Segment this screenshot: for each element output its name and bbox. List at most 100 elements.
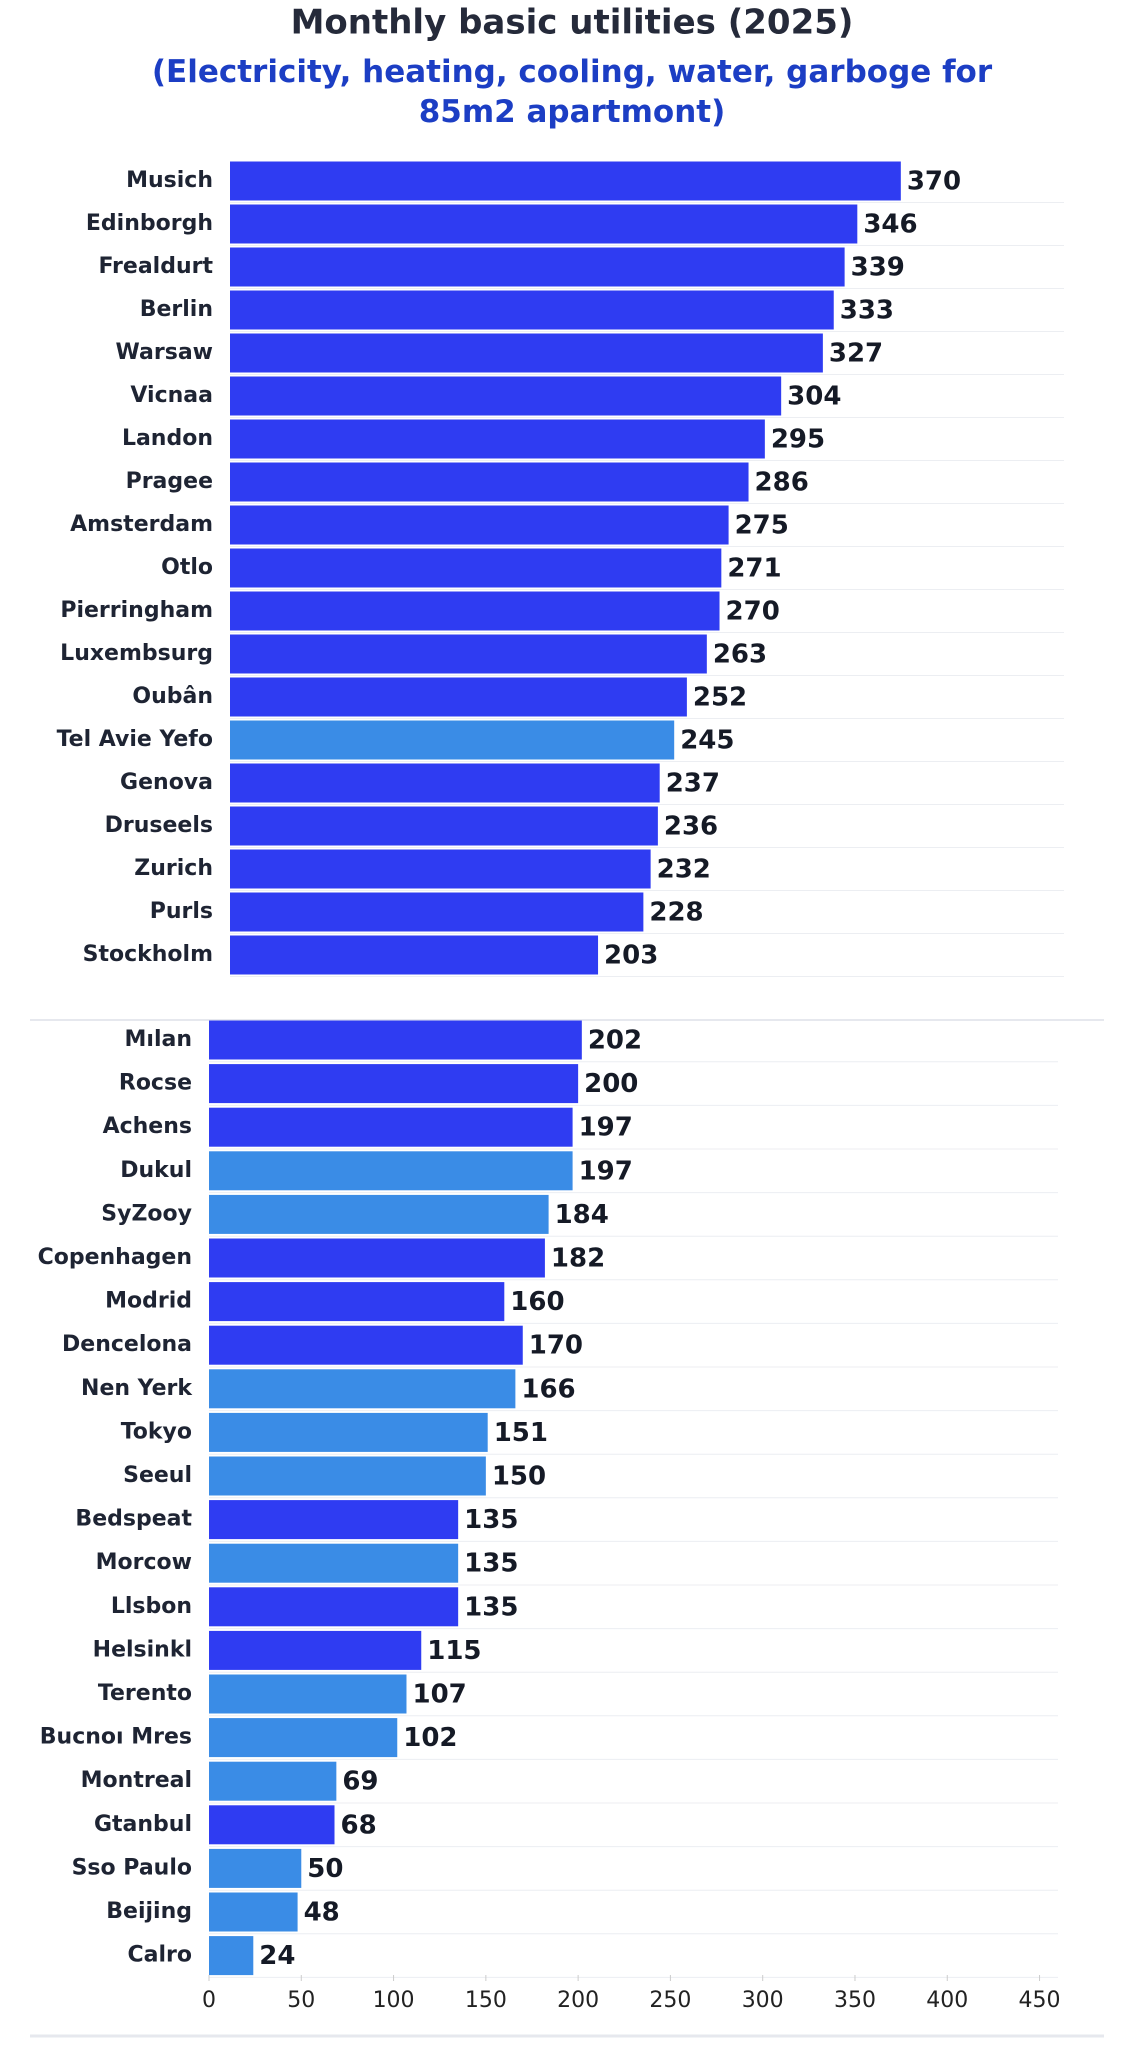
value-label: 135: [464, 1505, 518, 1535]
category-label: Beijing: [106, 1899, 192, 1924]
category-label: Gtanbul: [94, 1812, 192, 1837]
category-label: Montreal: [81, 1768, 192, 1793]
bar: [209, 1500, 459, 1540]
value-label: 270: [726, 597, 780, 627]
category-label: Copenhagen: [38, 1245, 192, 1270]
value-label: 115: [427, 1636, 481, 1666]
value-label: 346: [863, 210, 917, 240]
category-label: Achens: [103, 1114, 192, 1139]
x-tick-label: 250: [649, 1988, 691, 2013]
category-label: Oubân: [132, 684, 213, 709]
value-label: 237: [666, 769, 720, 799]
bar: [230, 419, 765, 459]
category-label: Luxembsurg: [60, 641, 213, 666]
bar: [209, 1848, 302, 1888]
category-label: Otlo: [161, 555, 213, 580]
bar: [230, 161, 901, 201]
value-label: 107: [412, 1680, 466, 1710]
value-label: 197: [579, 1156, 633, 1186]
value-label: 236: [664, 812, 718, 842]
value-label: 339: [851, 253, 905, 283]
value-label: 182: [551, 1244, 605, 1274]
bar: [209, 1456, 486, 1496]
bar: [230, 677, 687, 717]
bar: [209, 1412, 488, 1452]
value-label: 304: [787, 382, 841, 412]
category-label: Bucnoı Mres: [40, 1725, 192, 1750]
bar: [230, 290, 834, 330]
x-tick-label: 300: [742, 1988, 784, 2013]
category-label: Amsterdam: [70, 512, 213, 537]
value-label: 69: [342, 1767, 378, 1797]
bar: [230, 849, 651, 889]
value-label: 170: [529, 1331, 583, 1361]
bar: [209, 1892, 298, 1932]
bar: [230, 505, 729, 545]
value-label: 295: [771, 425, 825, 455]
bar: [209, 1325, 523, 1365]
bar: [209, 1369, 516, 1409]
category-label: Modrid: [105, 1289, 192, 1314]
bar: [209, 1936, 254, 1976]
category-label: Sso Paulo: [72, 1855, 192, 1880]
category-label: Llsbon: [111, 1594, 192, 1619]
value-label: 232: [657, 855, 711, 885]
bar: [230, 548, 722, 588]
bar: [230, 591, 720, 631]
bar: [209, 1630, 422, 1670]
category-label: Tokyo: [121, 1419, 192, 1444]
bar: [230, 720, 675, 760]
bar: [209, 1674, 407, 1714]
category-label: Zurich: [134, 856, 213, 881]
bar: [209, 1064, 579, 1104]
bar: [209, 1020, 582, 1060]
value-label: 200: [584, 1069, 638, 1099]
bar: [230, 247, 845, 287]
category-label: Bedspeat: [75, 1507, 192, 1532]
bar: [230, 204, 858, 244]
value-label: 135: [464, 1549, 518, 1579]
bar: [209, 1107, 573, 1147]
category-label: Landon: [122, 426, 213, 451]
bar: [230, 892, 644, 932]
bar: [230, 462, 749, 502]
bar: [209, 1761, 337, 1801]
bar: [230, 333, 823, 373]
bar: [230, 376, 782, 416]
x-tick-label: 100: [373, 1988, 415, 2013]
bar: [230, 935, 599, 975]
category-label: Morcow: [96, 1550, 192, 1575]
value-label: 102: [403, 1723, 457, 1753]
category-label: Mılan: [125, 1027, 192, 1052]
category-label: Tel Avie Yefo: [57, 727, 213, 752]
bar: [209, 1282, 505, 1322]
category-label: Berlin: [140, 297, 213, 322]
category-label: Nen Yerk: [81, 1376, 193, 1401]
category-label: Pierringham: [60, 598, 213, 623]
category-label: Dencelona: [62, 1332, 192, 1357]
x-tick-label: 200: [557, 1988, 599, 2013]
category-label: Genova: [120, 770, 213, 795]
x-tick-label: 50: [287, 1988, 315, 2013]
value-label: 184: [555, 1200, 609, 1230]
bar: [209, 1543, 459, 1583]
value-label: 150: [492, 1462, 546, 1492]
value-label: 252: [693, 683, 747, 713]
category-label: Warsaw: [116, 340, 213, 365]
bar: [209, 1718, 398, 1758]
x-tick-label: 400: [926, 1988, 968, 2013]
value-label: 370: [907, 167, 961, 197]
value-label: 48: [304, 1898, 340, 1928]
value-label: 197: [579, 1113, 633, 1143]
category-label: Pragee: [126, 469, 213, 494]
x-tick-label: 350: [834, 1988, 876, 2013]
x-tick-label: 150: [465, 1988, 507, 2013]
category-label: Stockholm: [83, 942, 213, 967]
value-label: 24: [259, 1941, 295, 1971]
bar: [209, 1238, 545, 1278]
category-label: Musich: [126, 168, 213, 193]
value-label: 68: [341, 1810, 377, 1840]
subtitle-box: (Electricity, heating, cooling, water, g…: [152, 54, 992, 130]
x-tick-label: 450: [1019, 1988, 1061, 2013]
